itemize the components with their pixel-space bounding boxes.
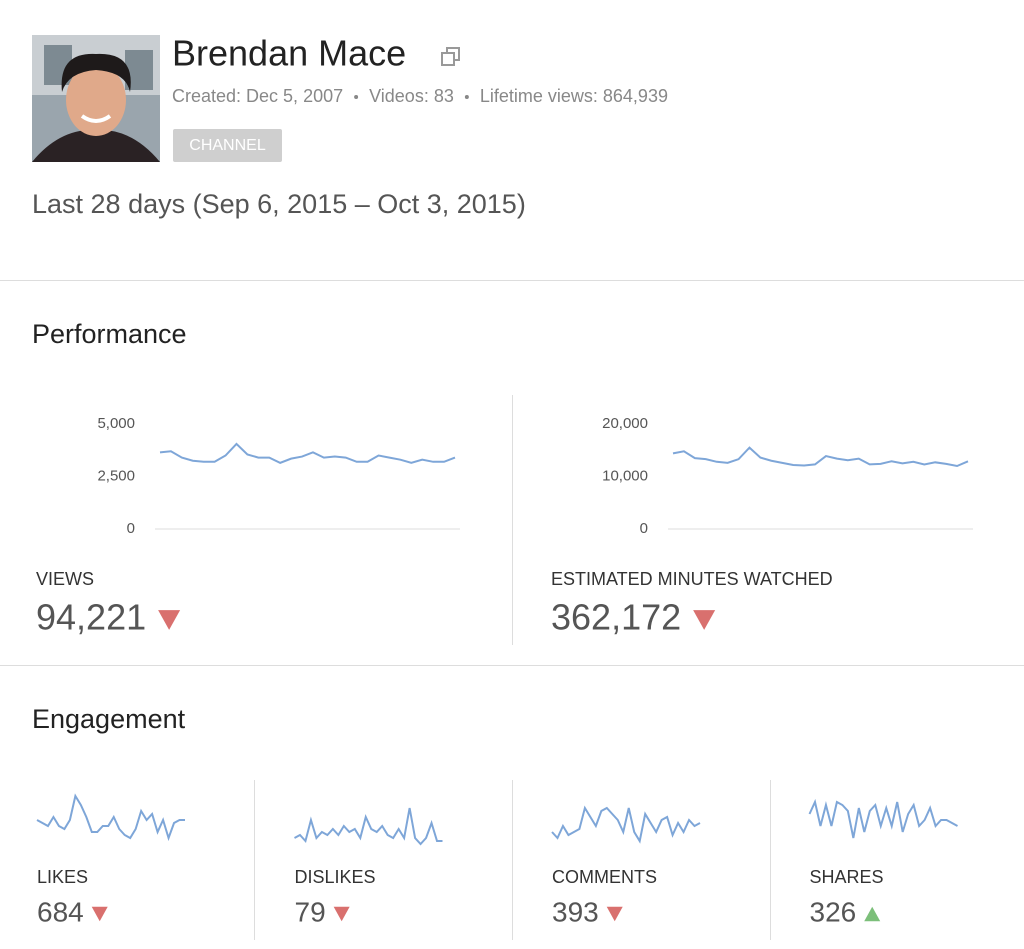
period: Last 28 days (Sep 6, 2015 – Oct 3, 2015) [32, 189, 526, 219]
metric-total: 684 [37, 896, 84, 927]
badge [173, 129, 282, 162]
metric-total: 393 [552, 896, 599, 927]
trend-down [158, 610, 181, 630]
section-title: Engagement [32, 704, 186, 734]
metric-label: COMMENTS [552, 867, 657, 887]
y-tick-label: 20,000 [602, 415, 648, 432]
data-line [294, 807, 443, 846]
trend-down [91, 906, 108, 922]
metric-label: ESTIMATED MINUTES WATCHED [551, 569, 833, 589]
badge-text: CHANNEL [189, 137, 266, 154]
separator-dot [354, 95, 359, 99]
metric-total: 362,172 [551, 597, 681, 638]
video-count: Videos: 83 [369, 86, 454, 106]
trend-down [693, 610, 716, 630]
metric-label: SHARES [810, 867, 884, 887]
metric-total: 94,221 [36, 597, 146, 638]
metric-label: LIKES [37, 867, 88, 887]
separator-dot [464, 95, 469, 99]
data-line [159, 442, 456, 464]
metric-total: 326 [810, 896, 857, 927]
trend-down [606, 906, 623, 922]
data-line [672, 446, 969, 468]
section-title: Performance [32, 319, 187, 349]
metric-label: VIEWS [36, 569, 94, 589]
y-tick-label: 10,000 [602, 467, 648, 484]
metric-label: DISLIKES [295, 867, 376, 887]
y-tick-label: 2,500 [97, 467, 135, 484]
created-date: Created: Dec 5, 2007 [172, 86, 343, 106]
avatar [32, 35, 160, 162]
lifetime-views: Lifetime views: 864,939 [480, 86, 668, 106]
y-tick-label: 5,000 [97, 415, 135, 432]
y-tick-label: 0 [127, 520, 135, 537]
channel-name: Brendan Mace [172, 33, 406, 74]
data-line [551, 805, 701, 844]
data-line [36, 793, 185, 842]
y-tick-label: 0 [640, 520, 648, 537]
external-link-icon[interactable] [441, 47, 460, 66]
trend-up [864, 906, 881, 922]
metric-total: 79 [295, 896, 326, 927]
trend-down [333, 906, 350, 922]
data-line [808, 798, 958, 839]
